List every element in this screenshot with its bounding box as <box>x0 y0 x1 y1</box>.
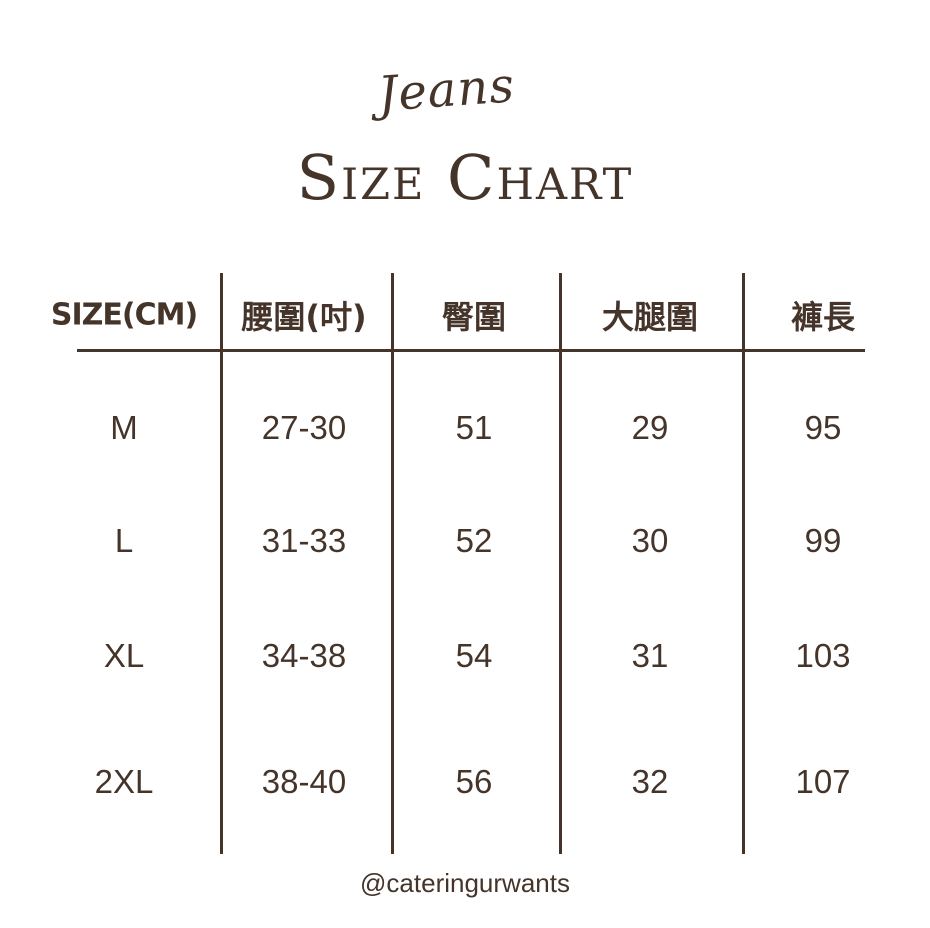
social-handle: @cateringurwants <box>360 868 570 898</box>
column-header: 腰圍(吋) <box>241 298 367 336</box>
header-divider <box>77 349 865 352</box>
table-cell: 31-33 <box>261 522 347 559</box>
column-header: SIZE(CM) <box>50 297 198 333</box>
table-cell: 31 <box>631 637 669 674</box>
table-cell: 99 <box>804 522 842 559</box>
table-cell: 38-40 <box>261 763 347 800</box>
column-header: 大腿圍 <box>601 298 698 336</box>
table-cell: 56 <box>455 763 493 800</box>
table-cell: 107 <box>795 763 851 800</box>
column-divider <box>391 273 394 854</box>
table-cell: 27-30 <box>261 409 347 446</box>
column-header: 褲長 <box>790 298 855 336</box>
table-cell: 51 <box>455 409 493 446</box>
column-header: 臀圍 <box>441 298 506 336</box>
table-cell: 52 <box>455 522 493 559</box>
column-divider <box>742 273 745 854</box>
table-cell: 29 <box>631 409 669 446</box>
table-cell: 30 <box>631 522 669 559</box>
title-script: Jeans <box>376 57 517 123</box>
table-cell: M <box>110 409 138 446</box>
page-title: Size Chart <box>296 141 634 214</box>
column-divider <box>220 273 223 854</box>
table-cell: L <box>114 522 134 559</box>
table-cell: 34-38 <box>261 637 347 674</box>
table-cell: XL <box>103 637 145 674</box>
table-cell: 95 <box>804 409 842 446</box>
table-cell: 32 <box>631 763 669 800</box>
table-cell: 2XL <box>94 763 154 800</box>
column-divider <box>559 273 562 854</box>
table-cell: 103 <box>795 637 851 674</box>
table-cell: 54 <box>455 637 493 674</box>
